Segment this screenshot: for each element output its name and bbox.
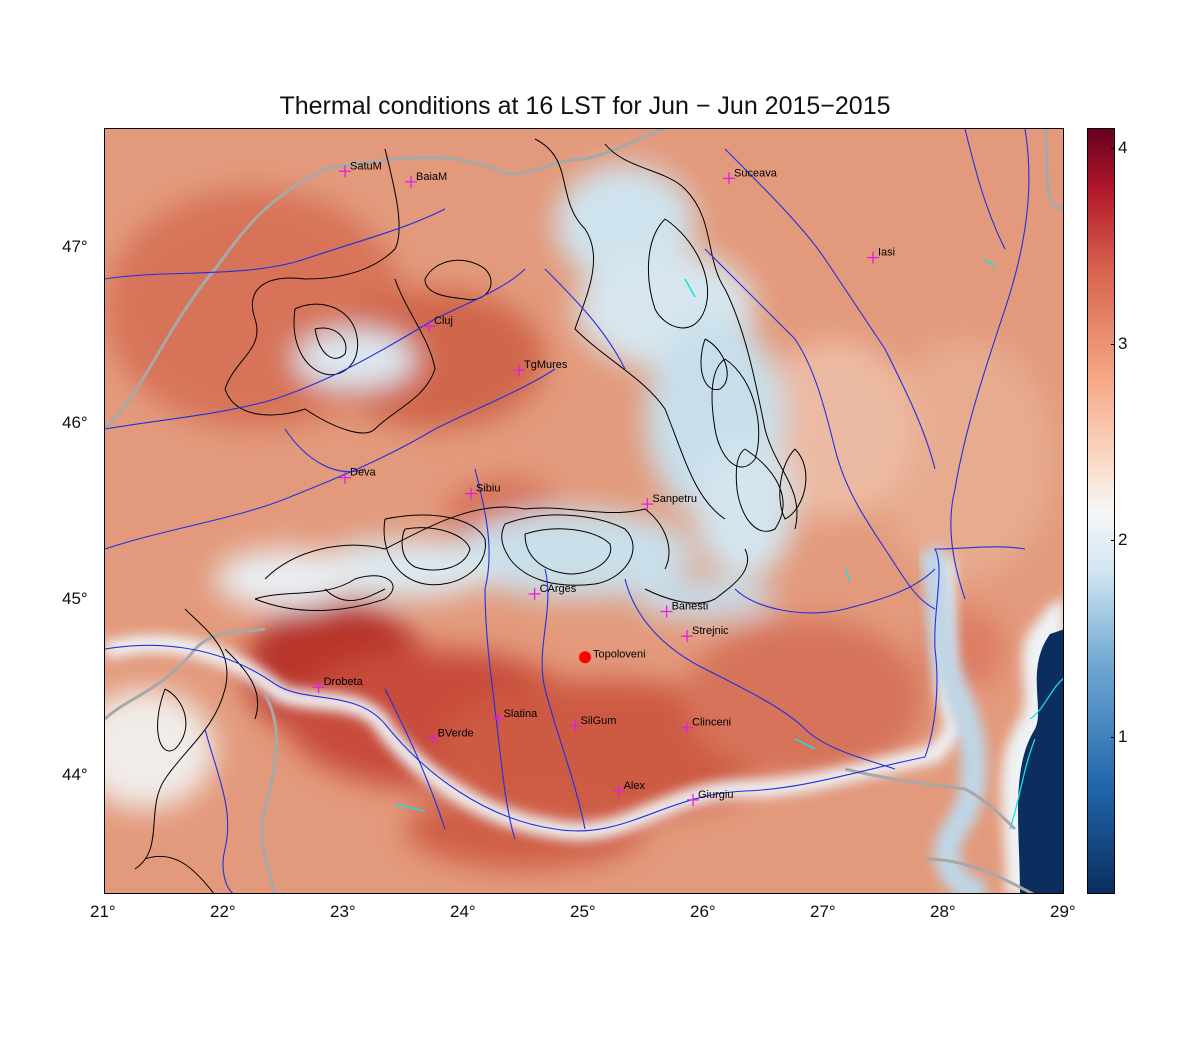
- city-baiam: BaiaM: [405, 171, 447, 188]
- city-giurgiu: Giurgiu: [687, 789, 733, 806]
- location-dot-icon: [579, 651, 591, 664]
- map-title: Thermal conditions at 16 LST for Jun − J…: [279, 92, 891, 120]
- city-label: Clinceni: [692, 717, 731, 729]
- city-sanpetru: Sanpetru: [641, 493, 697, 511]
- x-tick-label: 23°: [330, 902, 356, 921]
- x-tick-label: 28°: [930, 902, 956, 921]
- city-deva: Deva: [339, 467, 377, 484]
- city-label: Banesti: [672, 600, 709, 612]
- colorbar-tick-label: 2: [1118, 530, 1128, 550]
- y-tick-label: 46°: [62, 412, 88, 432]
- city-label: Deva: [350, 467, 377, 479]
- x-tick-label: 21°: [90, 902, 116, 921]
- city-sibiu: Sibiu: [465, 483, 500, 500]
- city-label: Giurgiu: [698, 789, 733, 801]
- x-tick-label: 29°: [1050, 902, 1076, 921]
- city-strejnic: Strejnic: [681, 625, 729, 643]
- city-label: CArges: [540, 583, 577, 595]
- city-drobeta: Drobeta: [312, 676, 364, 694]
- thermal-map: SatuM BaiaM Suceava Iasi Cluj TgMures Deva Sibi…: [105, 129, 1063, 893]
- y-tick-label: 45°: [62, 588, 88, 608]
- city-label: SatuM: [350, 160, 382, 172]
- y-tick-label: 44°: [62, 765, 88, 785]
- lakes: [394, 258, 996, 812]
- delta-cool-band: [917, 545, 989, 893]
- x-tick-label: 24°: [450, 902, 476, 921]
- city-label: TgMures: [524, 359, 568, 371]
- colorbar-tick-label: 1: [1118, 726, 1128, 746]
- city-alex: Alex: [612, 780, 646, 798]
- city-label: Sibiu: [476, 483, 500, 495]
- rivers: [105, 129, 1030, 893]
- city-label: BVerde: [438, 727, 474, 739]
- city-label: Slatina: [504, 708, 539, 720]
- city-satum: SatuM: [339, 160, 382, 178]
- city-cluj: Cluj: [423, 315, 453, 333]
- city-label: SilGum: [580, 715, 616, 727]
- colorbar: [1087, 128, 1115, 894]
- city-silgum: SilGum: [569, 715, 616, 732]
- country-borders: [105, 129, 1063, 893]
- city-bverde: BVerde: [426, 727, 474, 745]
- highlight-marker: Topoloveni: [579, 648, 646, 664]
- city-tgmures: TgMures: [513, 359, 568, 377]
- colorbar-tick: [1111, 540, 1115, 542]
- city-label: Sanpetru: [652, 493, 697, 505]
- x-tick-label: 25°: [570, 902, 596, 921]
- black-sea: [1000, 599, 1063, 893]
- city-label: Iasi: [878, 247, 895, 259]
- city-markers: SatuM BaiaM Suceava Iasi Cluj TgMures Deva Sibi…: [312, 160, 895, 806]
- city-label: Suceava: [734, 167, 778, 179]
- map-panel: SatuM BaiaM Suceava Iasi Cluj TgMures Deva Sibi…: [104, 128, 1064, 894]
- colorbar-tick-label: 4: [1118, 137, 1128, 157]
- city-label: Cluj: [434, 315, 453, 327]
- y-tick-label: 47°: [62, 236, 88, 256]
- colorbar-tick-label: 3: [1118, 334, 1128, 354]
- city-label: Alex: [624, 780, 646, 792]
- colorbar-tick: [1111, 344, 1115, 346]
- colorbar-tick: [1111, 147, 1115, 149]
- heat-field: [105, 164, 1055, 869]
- city-suceava: Suceava: [723, 167, 778, 185]
- city-label: Drobeta: [324, 676, 364, 688]
- colorbar-tick: [1111, 736, 1115, 738]
- x-tick-label: 26°: [690, 902, 716, 921]
- danube-cool-band: [105, 559, 965, 841]
- x-tick-label: 27°: [810, 902, 836, 921]
- city-clinceni: Clinceni: [681, 717, 731, 734]
- city-banesti: Banesti: [660, 600, 709, 618]
- city-slatina: Slatina: [492, 708, 539, 725]
- marker-label: Topoloveni: [593, 648, 646, 660]
- city-carges: CArges: [528, 583, 577, 600]
- elevation-contours: [134, 138, 807, 893]
- city-label: Strejnic: [692, 625, 729, 637]
- city-iasi: Iasi: [867, 247, 895, 264]
- x-tick-label: 22°: [210, 902, 236, 921]
- city-label: BaiaM: [416, 171, 447, 183]
